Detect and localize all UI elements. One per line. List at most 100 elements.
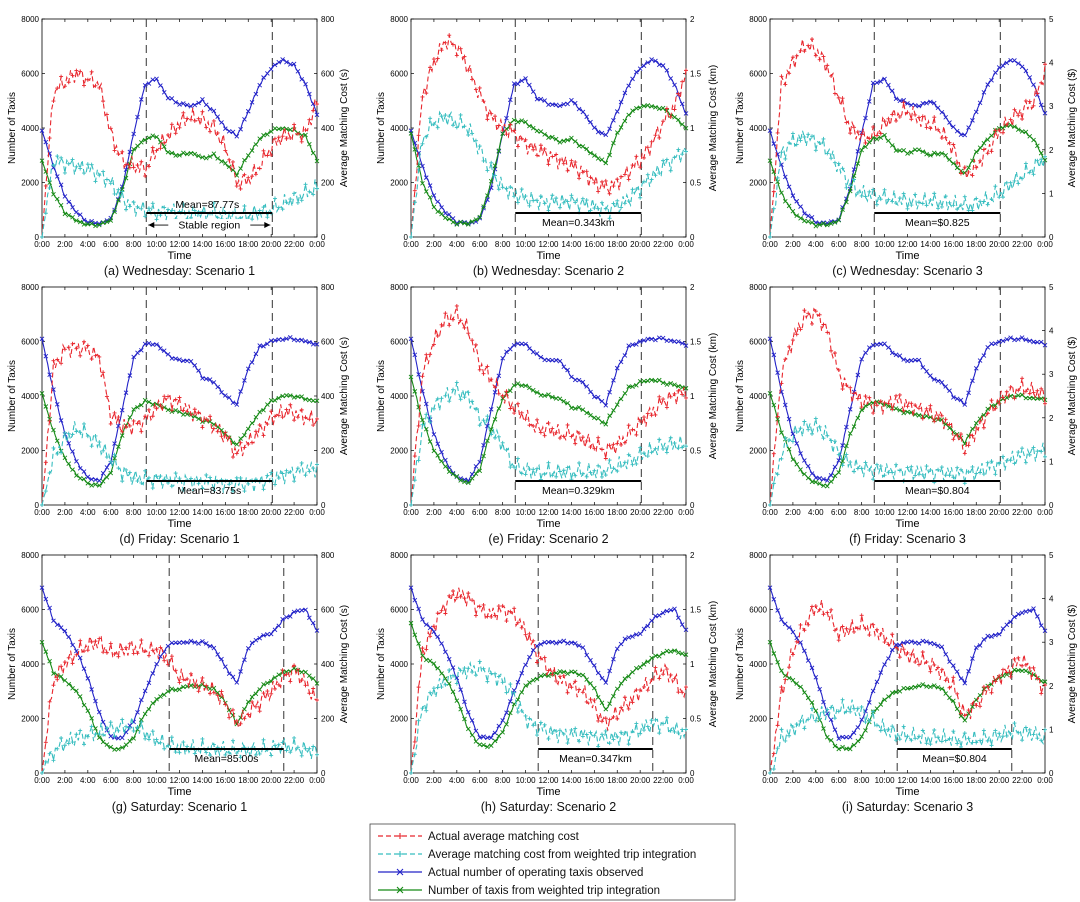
data-point xyxy=(542,722,547,727)
data-point xyxy=(276,135,281,140)
data-point xyxy=(924,659,929,664)
data-point xyxy=(1038,102,1044,108)
data-point xyxy=(534,128,540,134)
data-point xyxy=(303,683,308,688)
data-point xyxy=(645,102,651,108)
data-point xyxy=(158,403,163,408)
mean-label: Mean=$0.825 xyxy=(905,217,970,229)
data-point xyxy=(146,737,151,742)
data-point xyxy=(584,114,590,120)
data-point xyxy=(683,125,689,131)
data-point xyxy=(863,144,868,150)
data-point xyxy=(825,610,830,615)
data-point xyxy=(1012,721,1017,726)
data-point xyxy=(97,173,102,178)
data-point xyxy=(890,724,895,729)
data-point xyxy=(257,409,263,415)
data-point xyxy=(684,395,688,400)
chart-panel-e: 0:00 2:00 4:00 6:00 8:00 10:00 12:00 14:00 16:00… xyxy=(376,283,719,546)
data-point xyxy=(177,640,182,645)
data-point xyxy=(897,148,903,153)
data-point xyxy=(985,411,990,416)
data-point xyxy=(634,721,639,726)
data-point xyxy=(269,409,274,414)
y-tick-label: 2000 xyxy=(390,179,408,188)
data-point xyxy=(238,721,243,726)
data-point xyxy=(584,198,589,203)
data-point xyxy=(158,83,163,88)
data-point xyxy=(527,123,532,129)
series-number-of-taxis-from-weighted-trip-integration xyxy=(408,374,689,486)
data-point xyxy=(874,136,880,142)
data-point xyxy=(504,186,509,191)
y2-tick-label: 400 xyxy=(321,392,335,401)
data-point xyxy=(443,676,448,681)
data-point xyxy=(913,736,918,741)
data-point xyxy=(828,717,834,723)
data-point xyxy=(592,180,597,185)
data-point xyxy=(108,720,113,725)
y-tick-label: 0 xyxy=(404,501,409,510)
data-point xyxy=(871,187,876,192)
data-point xyxy=(496,733,502,739)
data-point xyxy=(470,598,475,603)
data-point xyxy=(913,192,918,197)
data-point xyxy=(47,180,52,186)
data-point xyxy=(966,668,971,674)
data-point xyxy=(257,635,263,641)
data-point xyxy=(120,717,125,722)
stable-region-label-bg xyxy=(168,219,251,232)
data-point xyxy=(607,126,612,132)
data-point xyxy=(656,613,662,618)
data-point xyxy=(576,643,582,648)
data-point xyxy=(458,706,463,712)
data-point xyxy=(603,178,608,183)
data-point xyxy=(920,101,926,106)
data-point xyxy=(943,421,949,427)
data-point xyxy=(196,641,201,646)
data-point xyxy=(420,646,425,651)
x-tick-label: 0:00 xyxy=(309,240,325,249)
data-point xyxy=(870,688,876,694)
data-point xyxy=(611,140,616,146)
data-point xyxy=(829,156,834,161)
data-point xyxy=(840,387,845,392)
data-point xyxy=(447,33,452,38)
data-point xyxy=(546,357,551,363)
data-point xyxy=(412,454,417,459)
data-point xyxy=(588,119,593,125)
data-point xyxy=(855,738,861,744)
data-point xyxy=(488,743,494,749)
data-point xyxy=(901,685,906,691)
data-point xyxy=(580,690,585,695)
data-point xyxy=(962,731,967,736)
data-point xyxy=(85,343,90,348)
data-point xyxy=(458,668,463,673)
data-point xyxy=(1004,458,1009,463)
data-point xyxy=(890,112,895,117)
data-point xyxy=(446,656,452,662)
data-point xyxy=(634,461,639,466)
data-point xyxy=(798,467,803,472)
data-point xyxy=(1039,157,1044,162)
series-number-of-taxis-from-weighted-trip-integration xyxy=(39,126,320,229)
data-point xyxy=(871,411,876,416)
data-point xyxy=(974,165,979,170)
data-point xyxy=(303,397,308,402)
data-point xyxy=(848,385,853,390)
x-tick-label: 4:00 xyxy=(449,776,465,785)
data-point xyxy=(97,85,102,90)
data-point xyxy=(70,205,75,210)
data-point xyxy=(303,182,308,187)
data-point xyxy=(424,647,429,652)
data-point xyxy=(825,63,830,68)
data-point xyxy=(909,203,914,208)
data-point xyxy=(85,676,91,681)
data-point xyxy=(660,650,666,656)
data-point xyxy=(580,379,586,385)
data-point xyxy=(973,149,979,155)
series-average-matching-cost-from-weighted-trip-integration xyxy=(768,416,1047,507)
data-point xyxy=(664,106,669,111)
data-point xyxy=(420,653,425,658)
data-point xyxy=(500,603,505,608)
